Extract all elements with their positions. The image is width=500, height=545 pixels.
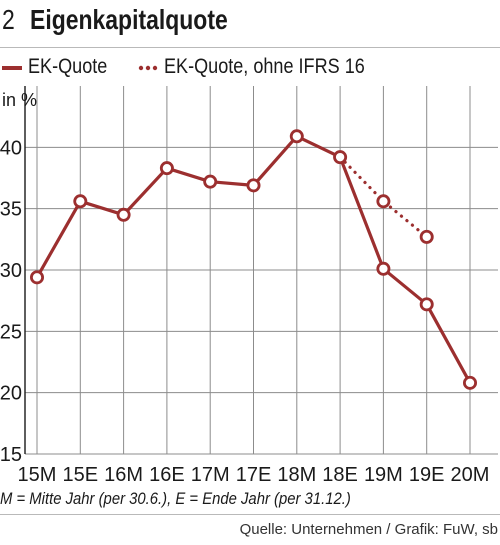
header-divider <box>0 47 500 48</box>
y-tick-label: 15 <box>0 444 22 466</box>
footer-divider <box>0 514 500 515</box>
x-tick-label: 16E <box>149 464 185 486</box>
data-point-ek-quote-16M <box>116 207 131 222</box>
footnote: M = Mitte Jahr (per 30.6.), E = Ende Jah… <box>0 490 351 508</box>
data-point-ek-quote-19M <box>376 261 391 276</box>
data-point-ek-quote-18E <box>333 150 348 165</box>
legend-label-ek-quote-ohne-ifrs16: EK-Quote, ohne IFRS 16 <box>164 55 365 78</box>
x-tick-label: 17E <box>236 464 272 486</box>
x-tick-label: 19E <box>409 464 445 486</box>
data-point-ek-quote-17E <box>246 178 261 193</box>
chart-number: 2 <box>2 4 15 35</box>
data-point-ek-quote-15M <box>29 270 44 285</box>
axis-layer: 15 20 25 30 35 40 15M 15E 16M 16E 17M 17E 18M 18E 19M 1… <box>0 86 489 486</box>
x-tick-label: 15E <box>63 464 99 486</box>
y-tick-label: 35 <box>0 199 22 221</box>
x-tick-label: 17M <box>191 464 230 486</box>
data-point-ek-quote-20M <box>462 375 477 390</box>
y-tick-label: 20 <box>0 383 22 405</box>
data-point-ek-quote-17M <box>203 174 218 189</box>
grid-layer <box>25 86 498 455</box>
legend-swatch-solid <box>2 66 22 70</box>
data-point-ek-quote-15E <box>73 194 88 209</box>
chart-header: 2 Eigenkapitalquote <box>0 0 500 44</box>
data-point-ek-quote-19E <box>419 297 434 312</box>
legend-label-ek-quote: EK-Quote <box>28 55 108 78</box>
x-tick-label: 20M <box>451 464 490 486</box>
x-tick-label: 19M <box>364 464 403 486</box>
x-tick-label: 15M <box>18 464 57 486</box>
x-tick-label: 18E <box>322 464 358 486</box>
chart-title: Eigenkapitalquote <box>30 4 228 35</box>
line-chart: 15 20 25 30 35 40 15M 15E 16M 16E 17M 17E 18M 18E 19M 1… <box>0 86 498 486</box>
data-point-ek-quote-16E <box>159 161 174 176</box>
data-point-ek-quote-18M <box>289 129 304 144</box>
series-line-ek-quote-ohne-ifrs16 <box>338 155 429 239</box>
y-tick-label: 40 <box>0 137 22 159</box>
series-layer <box>29 129 477 390</box>
source-credit: Quelle: Unternehmen / Grafik: FuW, sb <box>239 521 498 538</box>
y-tick-label: 30 <box>0 260 22 282</box>
chart-legend: EK-Quote EK-Quote, ohne IFRS 16 <box>0 55 500 83</box>
data-point-ohne-ifrs16-19M <box>376 194 391 209</box>
legend-swatch-dotted <box>138 65 158 71</box>
x-tick-label: 18M <box>277 464 316 486</box>
y-axis-unit-label: in % <box>2 90 37 110</box>
x-tick-label: 16M <box>104 464 143 486</box>
y-tick-label: 25 <box>0 321 22 343</box>
data-point-ohne-ifrs16-19E <box>419 229 434 244</box>
